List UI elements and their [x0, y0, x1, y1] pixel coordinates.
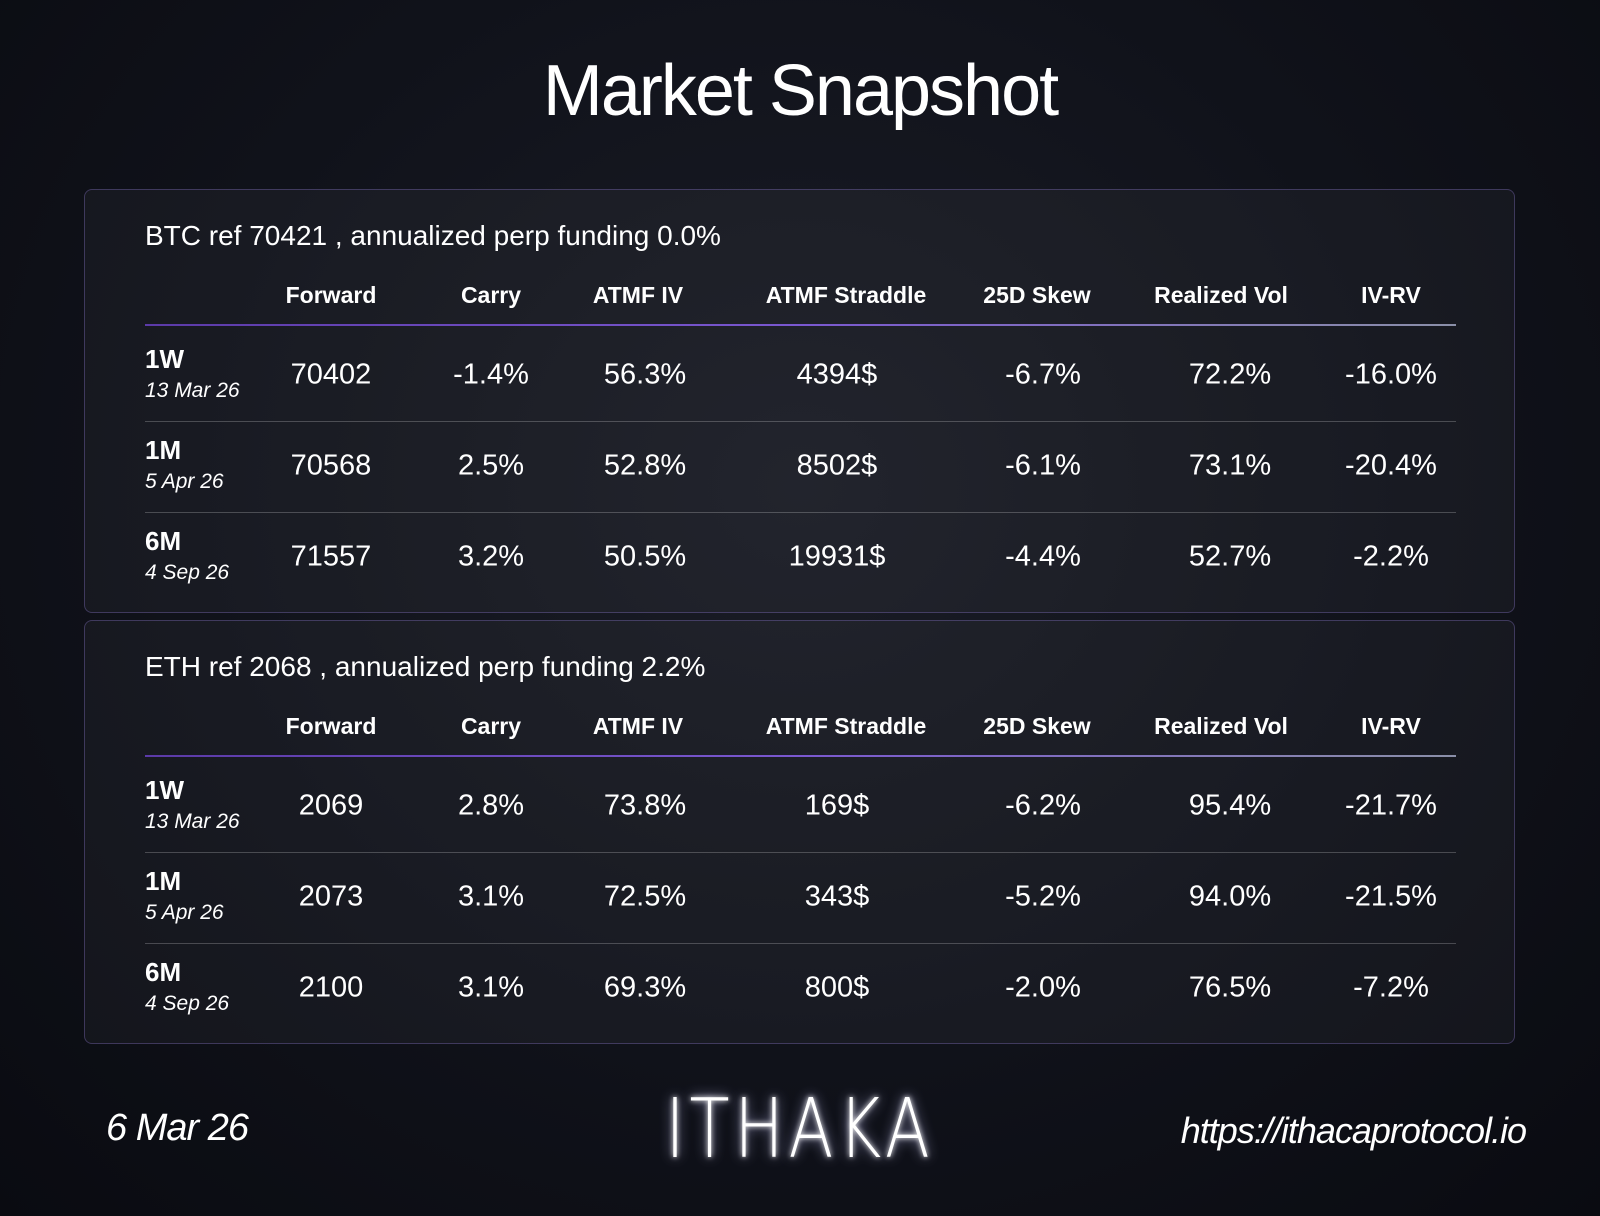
- column-header: Realized Vol: [1154, 282, 1288, 308]
- table-cell: 70568: [290, 449, 372, 482]
- column-header: 25D Skew: [983, 282, 1091, 308]
- expiry-date: 13 Mar 26: [145, 810, 240, 833]
- table-panel: BTC ref 70421 , annualized perp funding …: [84, 189, 1515, 613]
- table-cell: -5.2%: [1005, 880, 1081, 913]
- table-cell: 56.3%: [603, 358, 687, 391]
- table-cell: 800$: [804, 971, 870, 1004]
- row-separator: [145, 852, 1456, 853]
- table-cell: -21.5%: [1345, 880, 1437, 913]
- table-cell: 76.5%: [1188, 971, 1272, 1004]
- table-cell: 2100: [298, 971, 364, 1004]
- tenor-label: 1W: [145, 344, 184, 374]
- table-cell: 2.8%: [457, 789, 525, 822]
- table-panel: ETH ref 2068 , annualized perp funding 2…: [84, 620, 1515, 1044]
- column-header: ATMF Straddle: [765, 713, 927, 739]
- table-cell: 3.2%: [457, 540, 525, 573]
- tenor-label: 6M: [145, 526, 182, 556]
- row-separator: [145, 421, 1456, 422]
- tenor-label: 1W: [145, 775, 184, 805]
- expiry-date: 4 Sep 26: [145, 992, 230, 1015]
- table-cell: 169$: [804, 789, 870, 822]
- table-heading: BTC ref 70421 , annualized perp funding …: [145, 220, 721, 251]
- table-cell: 71557: [290, 540, 372, 573]
- table-cell: -7.2%: [1353, 971, 1429, 1004]
- table-cell: 2.5%: [457, 449, 525, 482]
- header-rule: [145, 755, 1456, 757]
- table-cell: 72.2%: [1188, 358, 1272, 391]
- table-cell: 3.1%: [457, 971, 525, 1004]
- column-header: ATMF Straddle: [765, 282, 927, 308]
- table-cell: 52.7%: [1188, 540, 1272, 573]
- table-cell: -6.2%: [1005, 789, 1081, 822]
- logo: ITHAKA: [665, 1082, 935, 1177]
- table-cell: 72.5%: [603, 880, 687, 913]
- table-cell: 2073: [298, 880, 364, 913]
- expiry-date: 5 Apr 26: [145, 470, 224, 493]
- column-header: Realized Vol: [1154, 713, 1288, 739]
- column-header: IV-RV: [1361, 282, 1421, 308]
- table-cell: 19931$: [788, 540, 886, 573]
- table-cell: 95.4%: [1188, 789, 1272, 822]
- table-cell: 69.3%: [603, 971, 687, 1004]
- column-header: Forward: [285, 282, 377, 308]
- table-cell: 2069: [298, 789, 364, 822]
- column-header: ATMF IV: [592, 713, 684, 739]
- table-cell: -20.4%: [1345, 449, 1437, 482]
- row-separator: [145, 943, 1456, 944]
- table-cell: 343$: [804, 880, 870, 913]
- header-rule: [145, 324, 1456, 326]
- table-cell: 52.8%: [603, 449, 687, 482]
- table-cell: -2.2%: [1353, 540, 1429, 573]
- table-cell: -1.4%: [453, 358, 529, 391]
- expiry-date: 13 Mar 26: [145, 379, 240, 402]
- column-header: Carry: [460, 282, 522, 308]
- table-cell: -4.4%: [1005, 540, 1081, 573]
- column-header: Forward: [285, 713, 377, 739]
- table-cell: 94.0%: [1188, 880, 1272, 913]
- table-cell: 50.5%: [603, 540, 687, 573]
- row-separator: [145, 512, 1456, 513]
- table-cell: -16.0%: [1345, 358, 1437, 391]
- table-cell: -6.1%: [1005, 449, 1081, 482]
- column-header: ATMF IV: [592, 282, 684, 308]
- table-cell: 70402: [290, 358, 372, 391]
- column-header: Carry: [460, 713, 522, 739]
- column-header: 25D Skew: [983, 713, 1091, 739]
- page-title: Market Snapshot: [542, 51, 1059, 131]
- footer-url[interactable]: https://ithacaprotocol.io: [1180, 1110, 1527, 1151]
- table-cell: 4394$: [796, 358, 878, 391]
- expiry-date: 4 Sep 26: [145, 561, 230, 584]
- table-cell: -21.7%: [1345, 789, 1437, 822]
- footer-date: 6 Mar 26: [106, 1107, 249, 1149]
- table-cell: -6.7%: [1005, 358, 1081, 391]
- table-cell: 3.1%: [457, 880, 525, 913]
- tenor-label: 1M: [145, 435, 182, 465]
- tenor-label: 1M: [145, 866, 182, 896]
- column-header: IV-RV: [1361, 713, 1421, 739]
- table-cell: 73.1%: [1188, 449, 1272, 482]
- table-heading: ETH ref 2068 , annualized perp funding 2…: [145, 651, 706, 682]
- tenor-label: 6M: [145, 957, 182, 987]
- table-cell: 8502$: [796, 449, 878, 482]
- expiry-date: 5 Apr 26: [145, 901, 224, 924]
- table-cell: -2.0%: [1005, 971, 1081, 1004]
- table-cell: 73.8%: [603, 789, 687, 822]
